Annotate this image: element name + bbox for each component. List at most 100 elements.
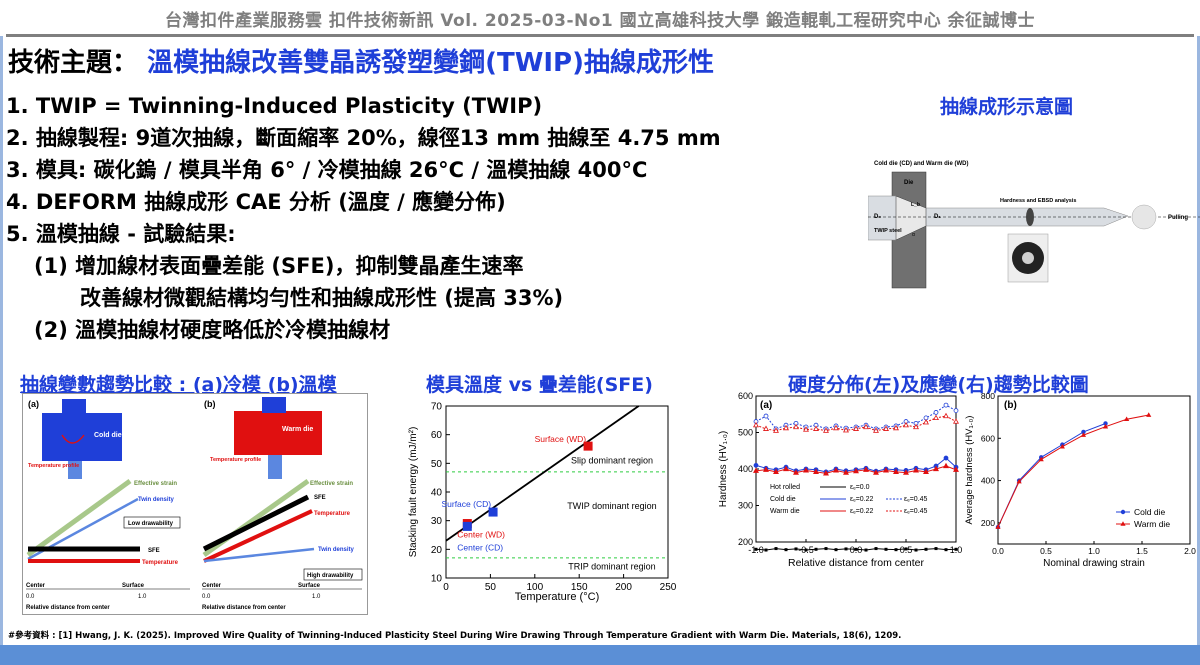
surface-label-b: Surface [298, 583, 321, 589]
hardness-a-point-4-4 [793, 423, 799, 430]
lb-label: L_b [911, 202, 920, 208]
d1-label: D₁ [934, 214, 941, 220]
hardness-a-y-tick-label-600: 600 [738, 391, 753, 401]
hardness-b-point-1-4 [1080, 432, 1087, 437]
hardness-b-point-1-7 [1146, 412, 1152, 417]
hardness-b-y-tick-label-400: 400 [981, 476, 995, 486]
hardness-a-point-3-3 [783, 465, 789, 472]
hardness-b-legend-marker-0 [1120, 509, 1126, 515]
hardness-a-point-1-0 [753, 462, 759, 468]
analysis-label: Hardness and EBSD analysis [1000, 198, 1076, 204]
point-5-1: (1) 增加線材表面疊差能 (SFE)，抑制雙晶產生速率 [34, 254, 524, 278]
section-trend-text: 抽線變數趨勢比較 : (a)冷模 (b)溫模 [20, 374, 337, 396]
hardness-a-point-0-1 [764, 548, 768, 552]
hardness-a-legend-cold-e22: εₑ=0.22 [850, 496, 874, 503]
hardness-b-legend-1: Warm die [1134, 519, 1170, 529]
hardness-b-y-tick-label-600: 600 [981, 433, 995, 443]
hardness-a-point-4-6 [813, 425, 819, 431]
hardness-a-point-4-14 [893, 424, 899, 431]
hardness-a-point-2-18 [933, 410, 939, 415]
twin-density-arrow-b [203, 547, 315, 563]
hardness-a-y-tick-label-300: 300 [738, 501, 753, 511]
tick1-b: 1.0 [312, 594, 321, 600]
hardness-a-point-0-16 [914, 548, 918, 552]
key-points: 1. TWIP = Twinning-Induced Plasticity (T… [6, 90, 721, 346]
hardness-a-point-0-13 [884, 547, 888, 551]
effective-strain-label-a: Effective strain [134, 481, 177, 487]
sfe-y-tick-label-40: 40 [431, 488, 443, 499]
hardness-a-y-tick-label-200: 200 [738, 537, 753, 547]
wire-end [1131, 204, 1157, 230]
hardness-a-point-0-3 [784, 548, 788, 552]
point-5: 5. 溫模抽線 - 試驗結果: [6, 222, 236, 246]
tick0-b: 0.0 [202, 594, 211, 600]
tick1-a: 1.0 [138, 594, 147, 600]
high-drawability-label: High drawability [307, 573, 354, 579]
hardness-a-point-1-19 [943, 455, 949, 461]
hardness-b-point-0-4 [1081, 429, 1086, 435]
hardness-a-point-4-13 [883, 425, 889, 431]
temperature-arrow-b [203, 509, 313, 563]
hardness-a-point-3-12 [873, 469, 879, 475]
sfe-point-label-1: Surface (CD) [441, 499, 491, 509]
hardness-a-point-4-16 [913, 423, 919, 430]
panel-a-label: (a) [28, 399, 39, 409]
hardness-a-point-3-2 [773, 468, 779, 475]
hardness-a-legend-warm-e22: εₑ=0.22 [850, 508, 874, 515]
hardness-a-point-4-10 [853, 425, 859, 431]
hardness-b-y-tick-label-200: 200 [981, 518, 995, 528]
pulling-label: Pulling [1168, 215, 1188, 221]
twin-density-label-a: Twin density [138, 497, 175, 503]
hardness-a-point-4-17 [923, 418, 929, 425]
hardness-a-point-0-14 [894, 548, 898, 552]
hardness-a-point-2-1 [763, 413, 769, 419]
sfe-x-tick-label-100: 100 [526, 582, 543, 593]
hardness-a-point-0-20 [954, 547, 958, 551]
sfe-point-label-2: Center (WD) [457, 530, 505, 540]
hardness-a-point-3-4 [793, 469, 799, 475]
sfe-arrow-b [202, 494, 310, 552]
hardness-a-point-3-14 [893, 468, 899, 475]
hardness-a-point-0-11 [864, 548, 868, 552]
hardness-a-point-4-7 [823, 427, 829, 433]
hardness-a-legend-warm-e45: εₑ=0.45 [904, 508, 928, 515]
sfe-y-tick-label-10: 10 [431, 574, 443, 585]
hardness-b-point-1-3 [1059, 443, 1065, 449]
hardness-b-panel-label: (b) [1004, 400, 1017, 411]
panel-b-label: (b) [204, 399, 216, 409]
hardness-a-point-0-0 [754, 547, 758, 551]
effective-strain-arrow-a [26, 478, 132, 558]
hardness-a-legend-hot: Hot rolled [770, 484, 800, 491]
footer-bar [0, 645, 1200, 665]
hardness-a-point-3-7 [823, 470, 829, 476]
sfe-region-2: TRIP dominant region [568, 561, 655, 571]
hardness-b-point-1-2 [1038, 456, 1044, 462]
hardness-a-legend-e0: εₑ=0.0 [850, 484, 870, 491]
temp-profile-label-a: Temperature profile [28, 463, 79, 469]
hardness-a-point-3-20 [953, 466, 959, 472]
surface-label-a: Surface [122, 583, 145, 589]
wire-drawing-schematic: Cold die (CD) and Warm die (WD) Die D₀ D… [868, 161, 1200, 289]
tick0-a: 0.0 [26, 594, 35, 600]
hardness-a-point-4-18 [933, 414, 939, 420]
hardness-a-point-3-17 [923, 468, 929, 475]
specimen-core [1022, 252, 1034, 264]
hardness-a-point-2-20 [953, 408, 959, 414]
xlabel-b: Relative distance from center [202, 605, 286, 611]
sfe-region-1: TWIP dominant region [567, 501, 656, 511]
hardness-a-point-3-13 [883, 467, 889, 473]
sfe-y-tick-label-50: 50 [431, 459, 443, 470]
newsletter-header: 台灣扣件產業服務雲 扣件技術新訊 Vol. 2025-03-No1 國立高雄科技… [164, 11, 1036, 31]
hardness-a-point-0-7 [824, 547, 828, 551]
hardness-b-y-tick-label-800: 800 [981, 391, 995, 401]
sfe-y-tick-label-30: 30 [431, 516, 443, 527]
xlabel-a: Relative distance from center [26, 605, 110, 611]
sfe-trend-line [445, 405, 640, 542]
hardness-a-point-3-10 [853, 467, 859, 474]
hardness-a-point-3-19 [943, 462, 949, 469]
hardness-a-point-4-8 [833, 424, 839, 431]
header-bar [0, 0, 1200, 36]
low-drawability-box [123, 516, 181, 529]
hardness-a-point-4-11 [863, 423, 869, 430]
hardness-a-point-4-20 [953, 418, 959, 424]
